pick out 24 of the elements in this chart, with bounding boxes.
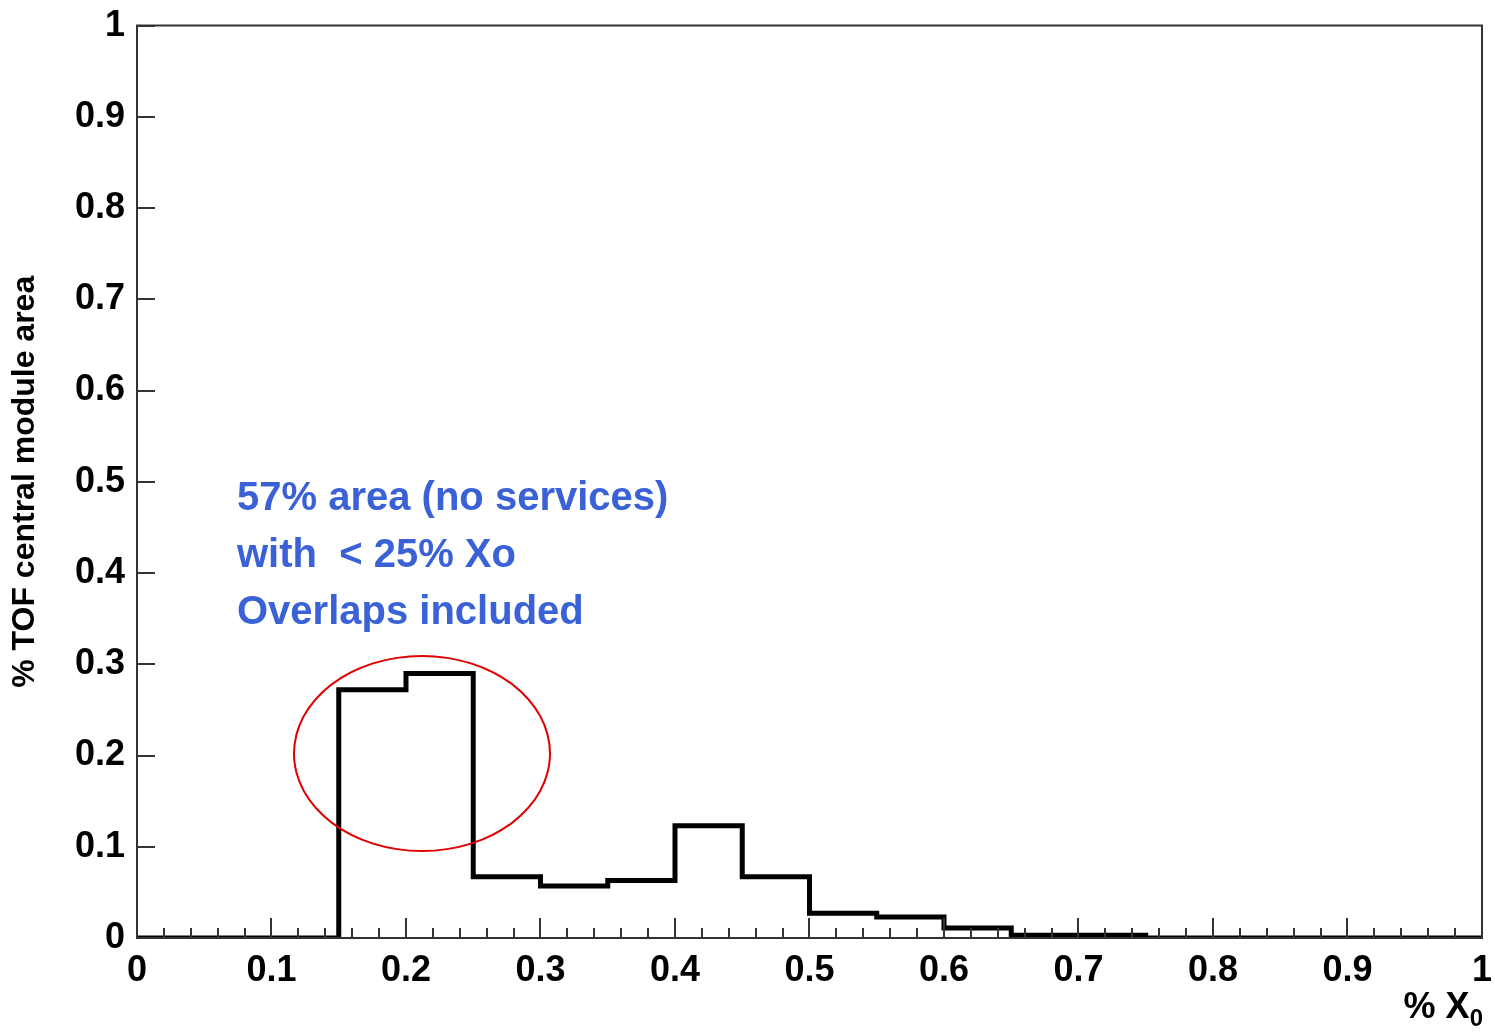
x-tick-label: 0.9 [1322, 947, 1373, 989]
x-tick-label: 0.6 [918, 947, 970, 989]
x-tick-label: 0.2 [380, 947, 432, 989]
x-tick-label: 0.3 [515, 947, 566, 989]
x-tick-label: 0.4 [649, 947, 701, 989]
y-axis-title: % TOF central module area [5, 275, 42, 688]
y-tick-label: 0.9 [74, 93, 125, 135]
y-tick-label: 0.4 [74, 549, 125, 591]
y-tick-label: 0 [104, 914, 125, 956]
y-tick-label: 0.7 [74, 276, 125, 318]
y-tick-label: 0.6 [74, 367, 125, 409]
y-tick-label: 0.8 [74, 185, 125, 226]
annotation: with < 25% Xo [236, 531, 516, 576]
annotation: Overlaps included [237, 588, 584, 633]
x-tick-label: 0.1 [246, 947, 297, 989]
x-tick-label: 0.5 [784, 947, 835, 989]
y-tick-label: 1 [104, 2, 125, 44]
y-tick-label: 0.5 [74, 458, 125, 500]
annotation: 57% area (no services) [237, 474, 669, 519]
x-tick-label: 0.8 [1187, 947, 1239, 989]
y-tick-label: 0.2 [74, 732, 125, 774]
y-tick-label: 0.3 [74, 641, 125, 683]
x-tick-label: 0.7 [1053, 947, 1104, 989]
y-tick-label: 0.1 [74, 823, 125, 865]
